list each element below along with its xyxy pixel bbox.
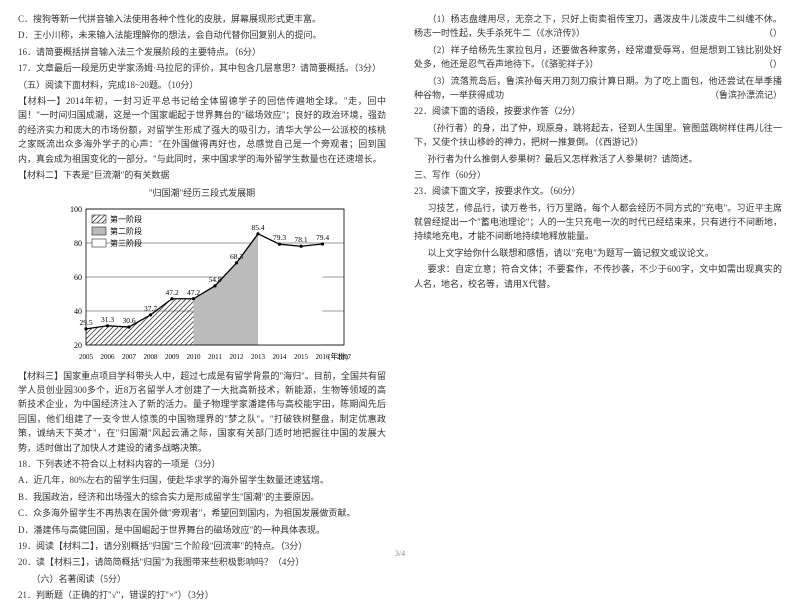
svg-text:78.1: 78.1	[294, 235, 307, 244]
judge-2: （2）祥子给杨先生家拉包月，还要做各种家务，经常遭受辱骂，但是想到工钱比别处好处…	[414, 43, 782, 72]
svg-text:第一阶段: 第一阶段	[110, 214, 142, 224]
svg-text:37.7: 37.7	[144, 304, 157, 313]
svg-text:2006: 2006	[101, 353, 116, 361]
svg-text:31.3: 31.3	[101, 314, 114, 323]
svg-text:2014: 2014	[273, 353, 288, 361]
svg-text:第三阶段: 第三阶段	[110, 238, 142, 248]
svg-text:2007: 2007	[122, 353, 137, 361]
option-c: C．搜狗等新一代拼音输入法使用各种个性化的皮肤，屏幕展现形式更丰富。	[18, 12, 386, 26]
svg-text:2011: 2011	[208, 353, 222, 361]
section-6: （六）名著阅读（5分）	[18, 572, 386, 586]
svg-text:2005: 2005	[79, 353, 94, 361]
q18-d: D．潘建伟与高健回国，是中国崛起于世界舞台的磁场效应"的一种具体表现。	[18, 523, 386, 537]
svg-text:80: 80	[74, 239, 82, 248]
q16: 16．请简要概括拼音输入法三个发展阶段的主要特点。（6分）	[18, 45, 386, 59]
svg-text:79.3: 79.3	[273, 233, 286, 242]
svg-text:29.5: 29.5	[79, 318, 92, 327]
q19: 19．阅读【材料二】，请分别概括"归国"三个阶段"回流率"的特点。（3分）	[18, 539, 386, 553]
q18-b: B．我国政治，经济和出场强大的综合实力是形成留学生"国潮"的主要原因。	[18, 490, 386, 504]
svg-text:47.2: 47.2	[187, 287, 200, 296]
svg-text:2010: 2010	[187, 353, 202, 361]
return-chart: 20 40 60 80 100 2005 2006 2007 2008 2009 2010 2011 2…	[52, 203, 352, 363]
right-column: （1）杨志盘缠用尽，无奈之下，只好上街卖祖传宝刀，遇泼皮牛儿泼皮牛二纠缠不休。杨…	[414, 12, 782, 605]
q21: 21．判断题（正确的打"√"，错误的打"×"）（3分）	[18, 588, 386, 602]
judge-3: （3）流落荒岛后，鲁滨孙每天用刀刻刀痕计算日期。为了吃上面包，他还尝试在旱季播种…	[414, 74, 782, 103]
svg-text:第二阶段: 第二阶段	[110, 226, 142, 236]
material-b: 【材料二】下表是"巨流潮"的有关数据	[18, 168, 386, 182]
q18-a: A．近几年，80%左右的留学生归国，使赴华求学的海外留学生数量还速猛增。	[18, 473, 386, 487]
q22-passage: （孙行者）的身，出了仲，现原身，跳将起去，径到人生国里。管图蓝跳树样住再儿往一下…	[414, 121, 782, 150]
svg-text:2013: 2013	[251, 353, 266, 361]
svg-text:20: 20	[74, 341, 82, 350]
svg-text:40: 40	[74, 307, 82, 316]
section-3: 三、写作（60分）	[414, 168, 782, 182]
chart-title: "归国潮"经历三段式发展期	[18, 186, 386, 200]
svg-text:79.4: 79.4	[316, 233, 329, 242]
svg-text:47.2: 47.2	[165, 287, 178, 296]
judge-1: （1）杨志盘缠用尽，无奈之下，只好上街卖祖传宝刀，遇泼皮牛儿泼皮牛二纠缠不休。杨…	[414, 12, 782, 41]
material-c: 【材料三】国家重点项目学科带头人中，超过七成是有留学背景的"海归"。目前，全国共…	[18, 369, 386, 455]
svg-text:100: 100	[70, 205, 82, 214]
writing-p1: 习技艺，修品行，读万卷书，行万里路，每个人都会经历不同方式的"充电"。习近平主席…	[414, 201, 782, 244]
svg-text:2009: 2009	[165, 353, 180, 361]
q18: 18．下列表述不符合以上材料内容的一项是（3分）	[18, 457, 386, 471]
svg-text:2008: 2008	[144, 353, 159, 361]
section-5: （五）阅读下面材料，完成18~20题。（10分）	[18, 78, 386, 92]
svg-text:60: 60	[74, 273, 82, 282]
q17: 17．文章最后一段是历史学家汤姆·马拉尼的评价，其中包含几层意思？请简要概括。（…	[18, 61, 386, 75]
q23: 23．阅读下面文字，按要求作文。（60分）	[414, 184, 782, 198]
page-number: 3/4	[395, 548, 405, 561]
option-d: D．王小川称，未来输入法能理解你的想法，会自动代替你回复别人的提问。	[18, 28, 386, 42]
q18-c: C．众多海外留学生不再热衷在国外做"旁观者"，希望回到国内，为祖国发展做贡献。	[18, 506, 386, 520]
svg-text:68.3: 68.3	[230, 252, 243, 261]
svg-text:(年份): (年份)	[328, 351, 348, 361]
q22-question: 孙行者为什么推倒人参果树？最后又怎样救活了人参果树？请简述。	[414, 152, 782, 166]
left-column: C．搜狗等新一代拼音输入法使用各种个性化的皮肤，屏幕展现形式更丰富。 D．王小川…	[18, 12, 386, 605]
writing-p3: 要求：自定立意；符合文体；不要套作，不传抄袭，不少于600字，文中如需出现真实的…	[414, 262, 782, 291]
svg-text:2015: 2015	[294, 353, 309, 361]
q20: 20．读【材料三】，请简简概括"归国"为我图带来些积极影响吗？（4分）	[18, 555, 386, 569]
q22: 22．阅读下面的语段，按要求作答（2分）	[414, 104, 782, 118]
svg-text:54.8: 54.8	[208, 275, 221, 284]
material-a: 【材料一】2014年初，一封习近平总书记给全体留德学子的回信传遍地全球。"走，回…	[18, 94, 386, 166]
svg-text:85.4: 85.4	[251, 223, 264, 232]
writing-p2: 以上文字给你什么联想和感悟，请以"充电"为题写一篇记叙文或议论文。	[414, 246, 782, 260]
svg-text:2012: 2012	[230, 353, 245, 361]
svg-text:30.6: 30.6	[122, 316, 135, 325]
